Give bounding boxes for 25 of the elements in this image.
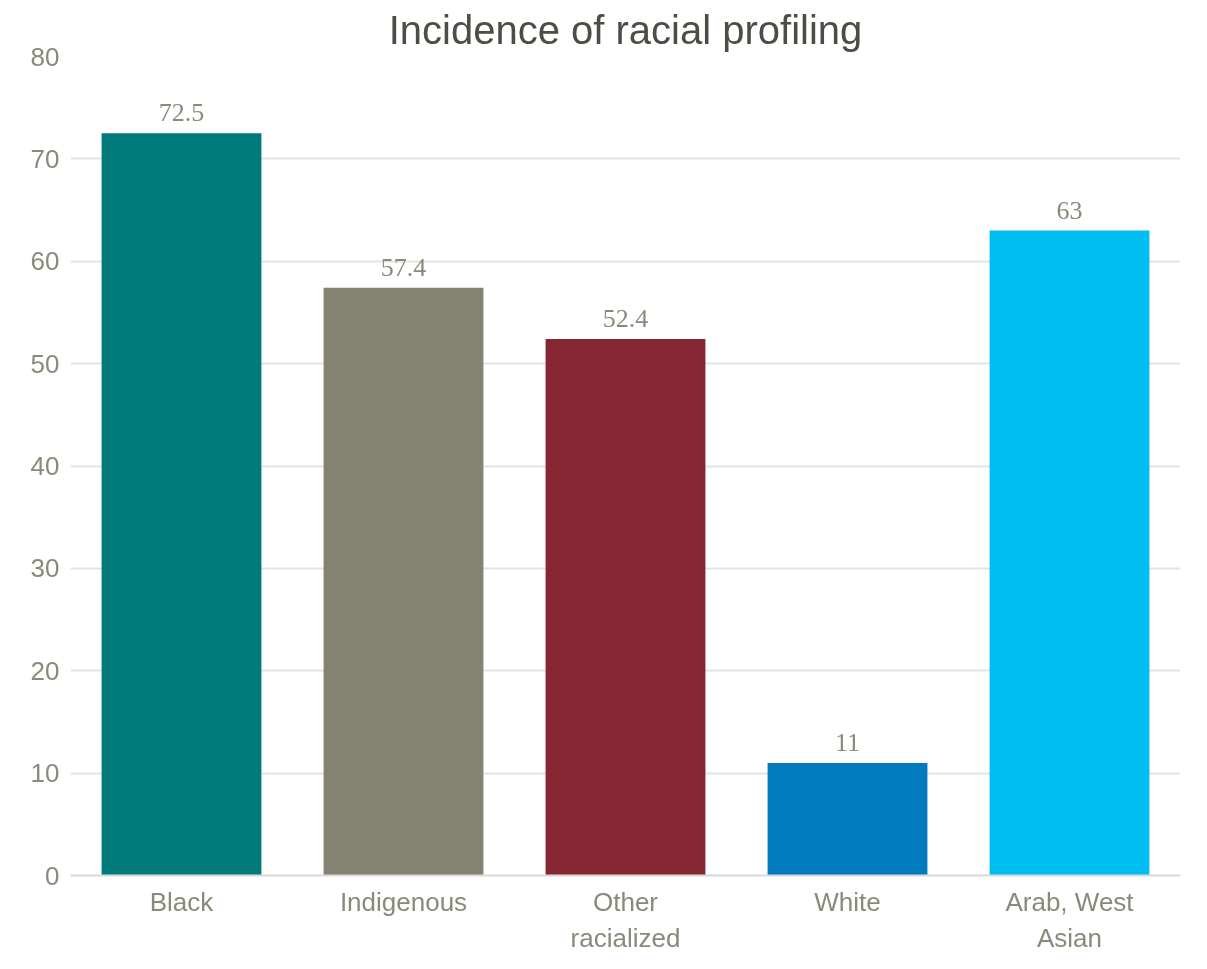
x-tick-label: White: [814, 886, 881, 917]
data-label: 57.4: [380, 252, 427, 282]
y-tick-label: 50: [30, 348, 60, 379]
data-label: 63: [1056, 195, 1083, 225]
x-tick-label: Indigenous: [339, 886, 468, 917]
x-tick-label: Arab, West Asian: [1005, 886, 1135, 953]
bar: [323, 287, 484, 876]
data-label: 72.5: [158, 98, 205, 128]
y-tick-label: 10: [30, 758, 60, 789]
bar: [989, 230, 1150, 876]
y-tick-label: 60: [30, 246, 60, 277]
bar: [545, 339, 706, 876]
x-tick-label: Black: [149, 886, 215, 917]
bar: [767, 762, 928, 876]
y-tick-label: 0: [45, 860, 60, 891]
y-tick-label: 70: [30, 143, 60, 174]
x-tick-label: Other racialized: [570, 886, 681, 953]
y-tick-label: 80: [30, 41, 60, 72]
chart-title: Incidence of racial profiling: [388, 7, 863, 52]
data-label: 52.4: [602, 304, 649, 334]
bar: [101, 133, 262, 876]
y-tick-label: 30: [30, 553, 60, 584]
y-tick-label: 40: [30, 451, 60, 481]
data-label: 11: [834, 727, 861, 757]
y-tick-label: 20: [30, 655, 60, 686]
